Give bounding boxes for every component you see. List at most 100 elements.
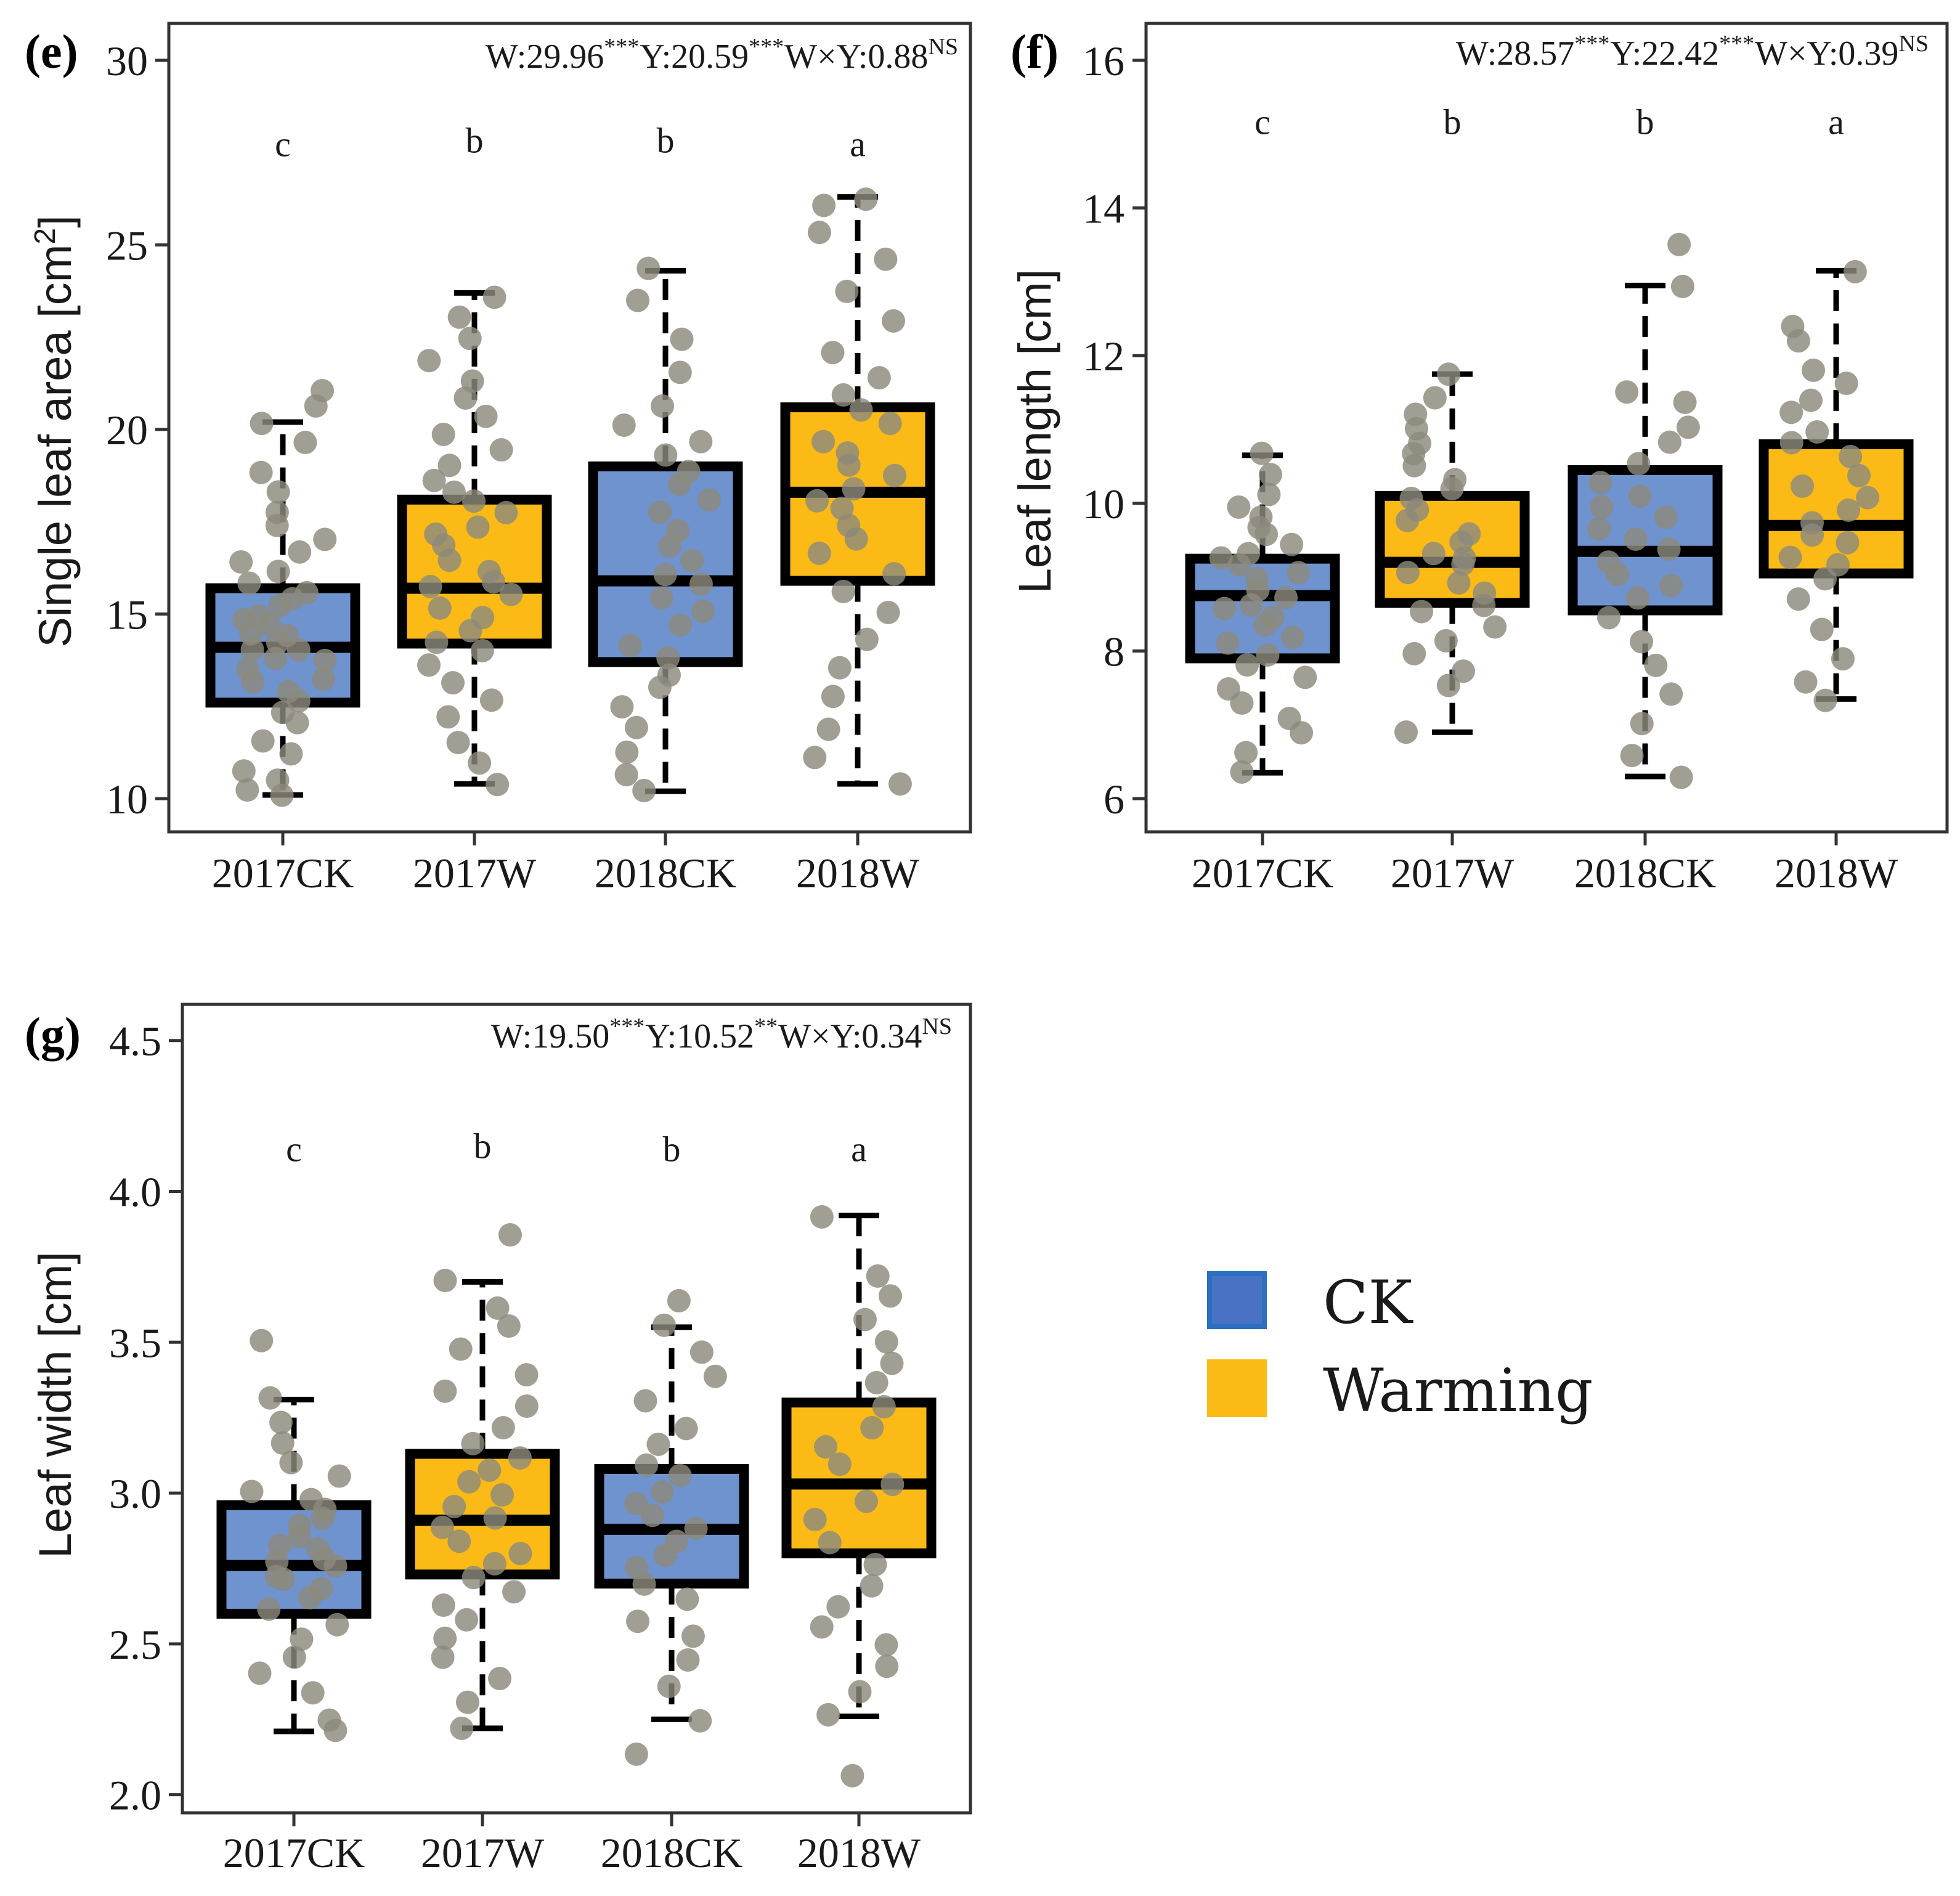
- data-point: [309, 1577, 333, 1601]
- data-point: [675, 1587, 699, 1611]
- data-point: [1237, 542, 1261, 566]
- data-point: [649, 586, 673, 610]
- panel-f-ytick-label: 10: [1083, 481, 1124, 527]
- data-point: [666, 519, 690, 543]
- panel-f-group-2018W: 2018W a: [1759, 102, 1914, 897]
- data-point: [482, 285, 506, 309]
- panel-f-ytick-label: 14: [1083, 185, 1124, 232]
- data-point: [610, 695, 634, 719]
- panel-e-group-2018W: 2018W a: [780, 124, 935, 897]
- xtick-label: 2017CK: [1192, 850, 1333, 897]
- data-point: [482, 1552, 506, 1576]
- panel-e-single-leaf-area: (e) 10 15 20 25 30 Single leaf area [cm2] W:29.…: [25, 22, 972, 897]
- data-point: [626, 288, 650, 312]
- data-point: [417, 653, 441, 677]
- xtick-label: 2018W: [1775, 850, 1898, 897]
- panel-e-group-2017CK: 2017CK c: [205, 124, 360, 897]
- data-point: [1245, 567, 1269, 591]
- data-point: [295, 580, 319, 604]
- data-point: [446, 731, 470, 755]
- data-point: [290, 1627, 314, 1651]
- data-point: [266, 768, 290, 792]
- panel-e-frame: [167, 22, 972, 834]
- data-point: [490, 1483, 514, 1507]
- data-point: [697, 488, 721, 512]
- data-point: [436, 705, 460, 729]
- data-point: [466, 515, 490, 539]
- panel-e-ytick-label: 30: [106, 38, 148, 84]
- data-point: [650, 1480, 674, 1504]
- panel-e-anova-stats: W:29.96*** Y:20.59*** W×Y:0.88NS: [486, 34, 958, 76]
- data-point: [430, 1515, 454, 1539]
- data-point: [1669, 765, 1693, 789]
- data-point: [1843, 259, 1867, 283]
- significance-letter: c: [1254, 102, 1271, 142]
- data-point: [1280, 532, 1304, 556]
- data-point: [462, 1566, 486, 1590]
- data-point: [648, 500, 672, 524]
- data-point: [1794, 670, 1818, 694]
- data-point: [508, 1446, 532, 1470]
- data-point: [265, 500, 289, 524]
- data-point: [1293, 665, 1317, 690]
- data-point: [1657, 537, 1681, 561]
- data-point: [1410, 600, 1434, 624]
- data-point: [1839, 444, 1863, 468]
- data-point: [1837, 498, 1861, 522]
- data-point: [282, 1645, 306, 1669]
- data-point: [1434, 629, 1458, 653]
- data-point: [311, 667, 335, 691]
- data-point: [848, 1680, 872, 1704]
- panel-g-ytick-label: 4.0: [109, 1169, 161, 1216]
- data-point: [508, 1542, 532, 1566]
- data-point: [803, 746, 827, 770]
- data-point: [497, 1314, 521, 1338]
- data-point: [640, 1503, 664, 1528]
- panel-f-ytick-label: 8: [1104, 628, 1124, 675]
- data-point: [818, 1531, 842, 1555]
- data-point: [478, 1458, 502, 1482]
- data-point: [680, 548, 704, 572]
- data-point: [1786, 587, 1810, 611]
- data-point: [1659, 682, 1683, 706]
- data-point: [876, 600, 900, 624]
- data-point: [461, 1431, 485, 1455]
- significance-letter: a: [850, 124, 866, 165]
- data-point: [668, 360, 692, 384]
- data-point: [1249, 505, 1273, 529]
- panel-f-anova-stats: W:28.57*** Y:22.42*** W×Y:0.39NS: [1456, 31, 1929, 73]
- data-point: [417, 349, 441, 373]
- data-point: [854, 187, 878, 211]
- data-point: [1258, 463, 1282, 487]
- data-point: [807, 221, 831, 245]
- data-point: [489, 438, 513, 462]
- panel-e-tag: (e): [25, 25, 78, 78]
- xtick-label: 2017W: [1391, 850, 1515, 897]
- data-point: [878, 412, 902, 436]
- data-point: [812, 193, 836, 218]
- data-point: [810, 1615, 834, 1639]
- panel-e-ylabel: Single leaf area [cm2]: [29, 215, 81, 647]
- data-point: [619, 633, 643, 657]
- data-point: [1597, 606, 1621, 630]
- data-point: [1213, 596, 1237, 620]
- data-point: [657, 663, 681, 687]
- data-point: [471, 606, 495, 630]
- data-point: [636, 256, 661, 280]
- data-point: [612, 413, 636, 437]
- data-point: [860, 1574, 884, 1598]
- data-point: [840, 1764, 864, 1788]
- panel-g-group-2017CK: 2017CK c: [216, 1129, 372, 1876]
- data-point: [449, 1337, 473, 1361]
- data-point: [676, 1648, 700, 1672]
- panel-g-anova-stats: W:19.50*** Y:10.52** W×Y:0.34NS: [491, 1014, 952, 1056]
- data-point: [646, 1432, 670, 1456]
- panel-g-group-2017W: 2017W b: [405, 1126, 560, 1876]
- data-point: [425, 630, 449, 654]
- data-point: [632, 778, 656, 802]
- data-point: [455, 1608, 479, 1632]
- panel-g-ytick-label: 4.5: [109, 1018, 161, 1065]
- data-point: [624, 1742, 648, 1766]
- data-point: [854, 1489, 878, 1513]
- panel-f-group-2018CK: 2018CK b: [1568, 102, 1723, 897]
